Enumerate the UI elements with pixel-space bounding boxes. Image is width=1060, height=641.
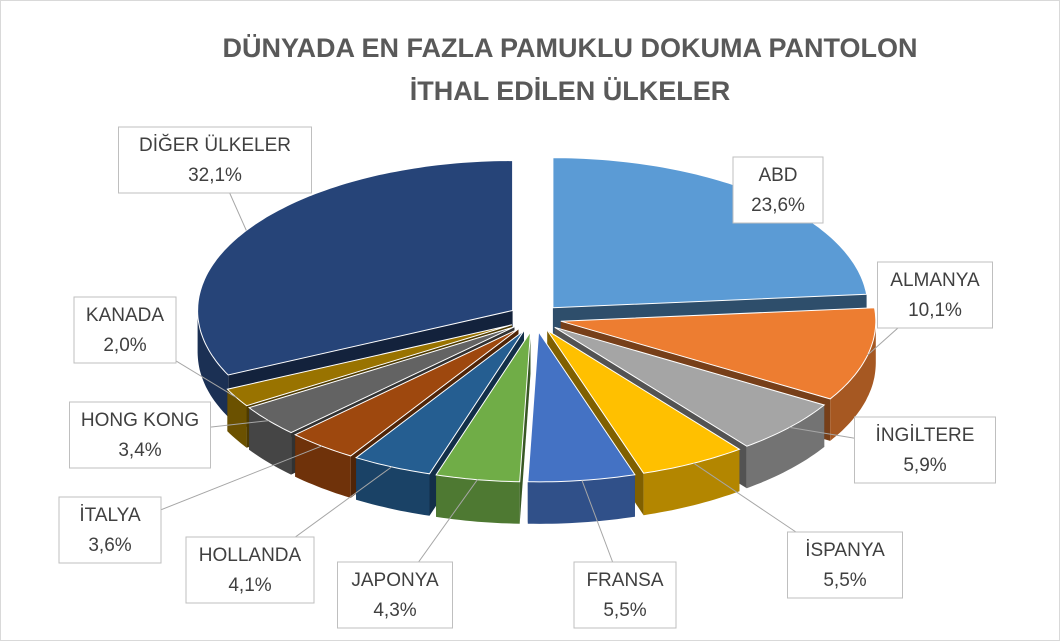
slice-side bbox=[295, 434, 351, 498]
slice bbox=[527, 330, 636, 524]
slice-side bbox=[643, 449, 740, 516]
slice bbox=[435, 329, 532, 524]
slice-side bbox=[830, 321, 876, 441]
slice-top bbox=[197, 159, 514, 376]
data-label-name: HOLLANDA bbox=[199, 545, 302, 566]
data-label-name: KANADA bbox=[86, 305, 164, 326]
label-box bbox=[573, 561, 677, 629]
data-label: 3,4% bbox=[118, 440, 161, 461]
slice-top bbox=[527, 330, 636, 483]
slice-side bbox=[197, 310, 229, 417]
slice-side bbox=[527, 474, 635, 524]
slice-side bbox=[746, 405, 825, 489]
data-label: 5,9% bbox=[903, 455, 946, 476]
data-label-name: JAPONYA bbox=[351, 570, 439, 591]
data-label-name: İTALYA bbox=[79, 505, 141, 526]
chart-title: DÜNYADA EN FAZLA PAMUKLU DOKUMA PANTOLON bbox=[223, 33, 918, 63]
slice-wall bbox=[519, 331, 531, 524]
label-box bbox=[69, 401, 211, 469]
data-label: 4,3% bbox=[373, 600, 416, 621]
slice-side bbox=[356, 457, 430, 516]
label-box bbox=[732, 156, 824, 224]
data-label-name: FRANSA bbox=[586, 570, 663, 591]
label-box bbox=[337, 561, 453, 629]
label-box bbox=[787, 531, 903, 599]
data-label-name: HONG KONG bbox=[81, 410, 199, 431]
label-box bbox=[185, 536, 315, 604]
slice-side bbox=[249, 407, 292, 475]
label-box bbox=[58, 496, 162, 564]
data-label: 32,1% bbox=[188, 165, 242, 186]
data-label: 10,1% bbox=[908, 300, 962, 321]
data-label: 2,0% bbox=[103, 335, 146, 356]
data-label: 3,6% bbox=[88, 535, 131, 556]
data-label: 23,6% bbox=[751, 195, 805, 216]
label-box bbox=[73, 296, 177, 364]
data-label: 5,5% bbox=[603, 600, 646, 621]
data-label-name: ALMANYA bbox=[890, 270, 980, 291]
slice-side bbox=[227, 389, 247, 448]
label-box bbox=[854, 416, 996, 484]
data-label-name: İSPANYA bbox=[805, 540, 885, 561]
label-box bbox=[877, 261, 993, 329]
chart-title: İTHAL EDİLEN ÜLKELER bbox=[410, 76, 731, 106]
data-label-name: ABD bbox=[758, 165, 797, 186]
slice-top bbox=[354, 330, 525, 475]
slice-top bbox=[226, 324, 513, 407]
label-box bbox=[118, 126, 312, 194]
slice-side bbox=[436, 474, 520, 524]
data-label: 4,1% bbox=[228, 575, 271, 596]
data-label: 5,5% bbox=[823, 570, 866, 591]
data-label-name: İNGİLTERE bbox=[876, 425, 975, 446]
data-label-name: DİĞER ÜLKELER bbox=[139, 134, 291, 156]
